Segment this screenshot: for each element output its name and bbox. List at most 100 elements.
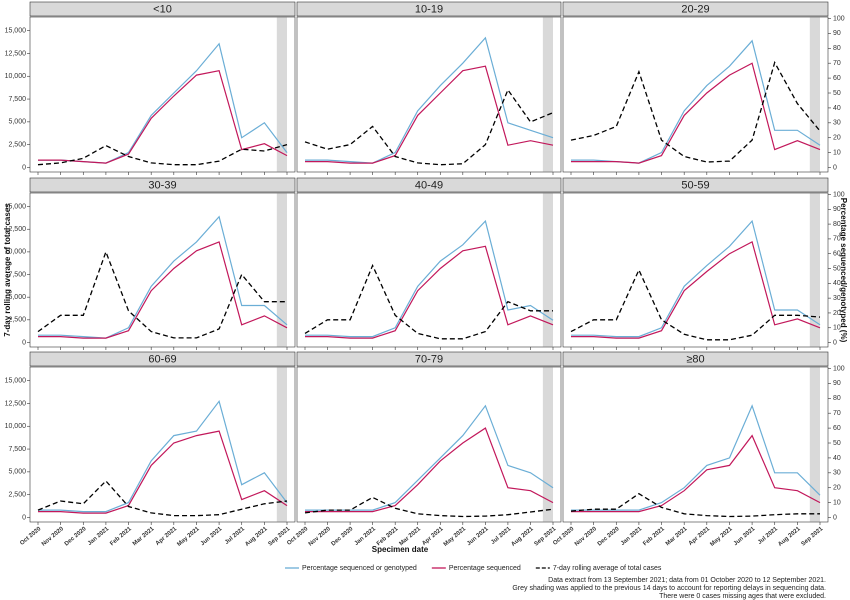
x-tick-label: Mar 2021	[398, 526, 422, 548]
panel	[29, 366, 296, 523]
y-tick-label: 10,000	[5, 423, 27, 430]
series-line	[305, 427, 554, 513]
series-line	[304, 88, 554, 166]
y2-tick-label: 20	[833, 135, 841, 142]
y2-tick-label: 70	[833, 60, 841, 67]
x-tick-label: Apr 2021	[155, 526, 179, 547]
facet-title: ≥80	[686, 353, 704, 365]
shading	[809, 17, 820, 172]
y2-tick-label: 70	[833, 410, 841, 417]
y2-tick-label: 50	[833, 440, 841, 447]
panel	[29, 16, 296, 173]
series-line	[571, 434, 821, 513]
series-line	[570, 492, 820, 518]
y2-tick-label: 50	[833, 90, 841, 97]
x-tick-label: Jul 2021	[757, 526, 780, 546]
legend-label: Percentage sequenced or genotyped	[302, 565, 417, 572]
y2-tick-label: 0	[833, 339, 837, 346]
y2-tick-label: 20	[833, 485, 841, 492]
strip	[562, 177, 829, 193]
y-tick-label: 5,000	[8, 469, 26, 476]
y2-tick-label: 40	[833, 280, 841, 287]
panel	[562, 192, 829, 348]
x-tick-label: Jul 2021	[224, 526, 247, 546]
series-line	[38, 241, 288, 339]
y-tick-label: 7,500	[8, 96, 26, 103]
strip	[296, 1, 562, 17]
panel	[296, 366, 562, 523]
strip	[296, 351, 562, 367]
y-tick-label: 2,500	[8, 491, 26, 498]
note: There were 0 cases missing ages that wer…	[659, 593, 826, 600]
y2-tick-label: 10	[833, 499, 841, 506]
series-line	[305, 219, 554, 338]
shading	[276, 17, 287, 172]
y-tick-label: 7,500	[8, 271, 26, 278]
y-tick-label: 15,000	[5, 378, 27, 385]
series-line	[304, 496, 554, 518]
strip	[296, 177, 562, 193]
series-line	[37, 480, 288, 517]
series-line	[305, 65, 554, 164]
strip	[29, 1, 296, 17]
series-line	[571, 219, 821, 338]
series-line	[570, 60, 821, 163]
y2-tick-label: 50	[833, 265, 841, 272]
x-tick-label: Feb 2021	[109, 526, 133, 548]
x-axis-title: Specimen date	[372, 545, 429, 554]
y2-tick-label: 0	[833, 164, 837, 171]
series-line	[305, 245, 554, 339]
y-tick-label: 2,500	[8, 141, 26, 148]
x-tick-label: Apr 2021	[688, 526, 712, 547]
x-tick-label: Jun 2021	[200, 526, 224, 548]
x-tick-label: Nov 2020	[574, 526, 599, 548]
y-tick-label: 0	[22, 514, 26, 521]
facet-title: 50-59	[681, 179, 709, 191]
strip	[29, 351, 296, 367]
legend-label: Percentage sequenced	[449, 565, 521, 572]
x-tick-label: Aug 2021	[777, 526, 802, 548]
strip	[562, 1, 829, 17]
x-tick-label: Oct 2020	[19, 526, 43, 547]
shading	[542, 367, 553, 522]
y2-tick-label: 60	[833, 75, 841, 82]
shading	[542, 193, 553, 347]
series-line	[305, 36, 554, 164]
series-line	[38, 430, 288, 514]
x-tick-label: Dec 2020	[597, 526, 621, 548]
x-tick-label: Nov 2020	[41, 526, 66, 548]
series-line	[37, 143, 288, 166]
facet-title: 10-19	[415, 3, 443, 15]
x-tick-label: Sep 2021	[801, 526, 825, 548]
y-tick-label: 5,000	[8, 294, 26, 301]
x-tick-label: Dec 2020	[331, 526, 355, 548]
series-line	[571, 404, 821, 511]
x-tick-label: Aug 2021	[510, 526, 535, 548]
y-tick-label: 5,000	[8, 119, 26, 126]
panel	[562, 366, 829, 523]
y2-tick-label: 80	[833, 221, 841, 228]
y-tick-label: 7,500	[8, 446, 26, 453]
series-line	[571, 241, 821, 339]
note: Data extract from 13 September 2021; dat…	[548, 577, 826, 584]
y2-tick-label: 30	[833, 295, 841, 302]
y-tick-label: 2,500	[8, 317, 26, 324]
y2-tick-label: 90	[833, 380, 841, 387]
facet-title: 40-49	[415, 179, 443, 191]
legend-label: 7-day rolling average of total cases	[553, 565, 662, 572]
panel	[296, 192, 562, 348]
y2-tick-label: 60	[833, 425, 841, 432]
panel	[562, 16, 829, 173]
y2-tick-label: 20	[833, 310, 841, 317]
y-tick-label: 12,500	[5, 400, 27, 407]
facet-title: 60-69	[148, 353, 176, 365]
y2-tick-label: 100	[833, 15, 845, 22]
x-tick-label: Nov 2020	[308, 526, 333, 548]
y2-tick-label: 40	[833, 455, 841, 462]
facet-title: 20-29	[681, 3, 709, 15]
y2-tick-label: 80	[833, 395, 841, 402]
x-tick-label: May 2021	[443, 526, 468, 548]
y2-axis-title: Percentage sequenced/genotyped (%)	[839, 198, 848, 343]
x-tick-label: May 2021	[176, 526, 201, 548]
y2-tick-label: 80	[833, 45, 841, 52]
